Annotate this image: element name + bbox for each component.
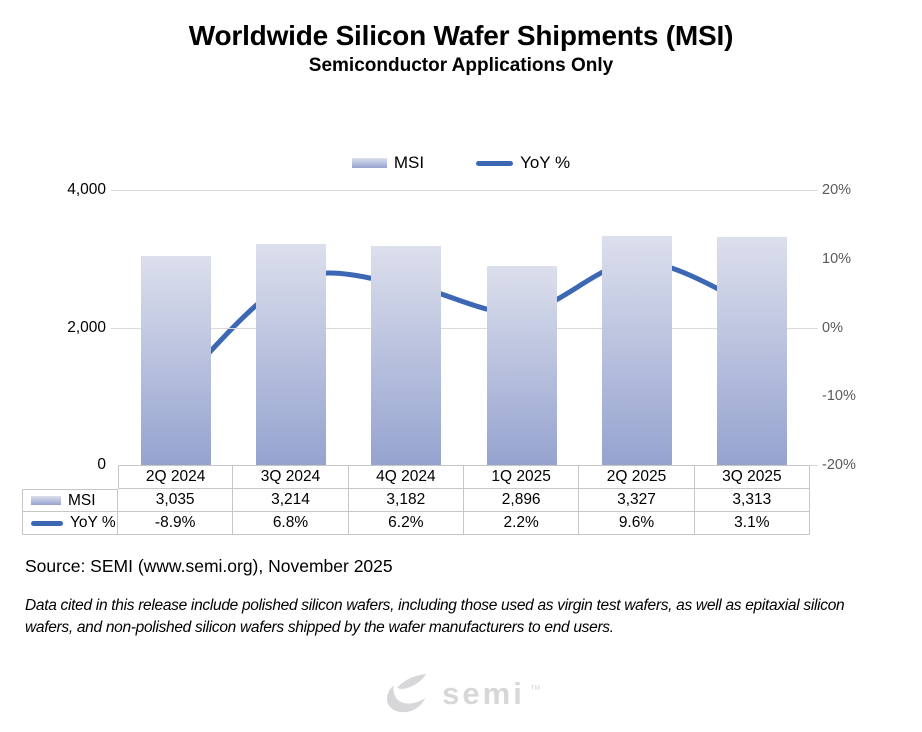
msi-value-cell: 3,313 [694, 489, 810, 512]
series-name: MSI [68, 491, 96, 509]
source-text: Source: SEMI (www.semi.org), November 20… [25, 556, 393, 576]
yoy-line-swatch-icon [31, 520, 63, 526]
msi-value-cell: 3,035 [118, 489, 234, 512]
yoy-value-cell: 6.2% [348, 512, 464, 535]
series-label-cell: MSI [22, 489, 118, 512]
msi-value-cell: 3,182 [348, 489, 464, 512]
category-cell: 3Q 2025 [694, 465, 810, 489]
yoy-value-cell: 2.2% [464, 512, 580, 535]
chart-title: Worldwide Silicon Wafer Shipments (MSI) [188, 20, 734, 51]
msi-bar [140, 256, 211, 465]
semi-swoosh-icon [387, 673, 427, 713]
left-axis-tick-label: 4,000 [67, 181, 106, 198]
category-cell: 3Q 2024 [233, 465, 349, 489]
right-axis-tick-label: 10% [822, 250, 852, 267]
right-axis-tick-label: 20% [822, 182, 852, 198]
series-label-cell: YoY % [22, 512, 118, 535]
category-cell: 2Q 2025 [579, 465, 695, 489]
yoy-value-cell: 6.8% [233, 512, 349, 535]
right-axis-tick-label: 0% [822, 319, 843, 336]
yoy-value-cell: -8.9% [118, 512, 234, 535]
msi-value-cell: 3,327 [579, 489, 695, 512]
category-cell: 4Q 2024 [348, 465, 464, 489]
msi-bar [602, 236, 672, 465]
trademark-icon: ™ [529, 684, 541, 696]
data-table: 2Q 2024 3Q 2024 4Q 2024 1Q 2025 2Q 2025 3Q 20… [22, 465, 810, 535]
legend: MSI YoY % [0, 153, 922, 173]
msi-value-cell: 3,214 [233, 489, 349, 512]
category-cell: 1Q 2025 [464, 465, 580, 489]
yoy-value-cell: 9.6% [579, 512, 695, 535]
left-axis-tick-label: 2,000 [67, 318, 106, 336]
msi-bar [717, 237, 788, 465]
msi-bar-swatch-icon [351, 158, 387, 168]
legend-label-msi: MSI [393, 153, 425, 172]
gridline [111, 327, 818, 329]
legend-item-msi: MSI [351, 153, 425, 173]
chart-subtitle: Semiconductor Applications Only [308, 55, 614, 76]
msi-value-cell: 2,896 [464, 489, 580, 512]
msi-bar-swatch-icon [31, 496, 61, 505]
yoy-value-cell: 3.1% [694, 512, 810, 535]
legend-label-yoy: YoY % [520, 153, 571, 172]
release-note: Data cited in this release include polis… [25, 597, 845, 636]
semi-logo-text: semi [442, 676, 525, 711]
legend-item-yoy: YoY % [476, 153, 570, 173]
axis-tickmark [810, 465, 818, 466]
msi-bar [486, 265, 557, 465]
yoy-line-swatch-icon [476, 160, 514, 166]
semi-logo: semi ™ [0, 672, 922, 716]
msi-bar [256, 244, 326, 465]
right-axis-tick-label: -10% [822, 388, 856, 405]
category-cell: 2Q 2024 [118, 465, 234, 489]
left-axis-tick-label: 0 [97, 456, 106, 473]
series-name: YoY % [70, 514, 116, 531]
msi-bar [371, 246, 442, 465]
right-axis-tick-label: -20% [822, 457, 856, 473]
gridline [111, 190, 818, 191]
